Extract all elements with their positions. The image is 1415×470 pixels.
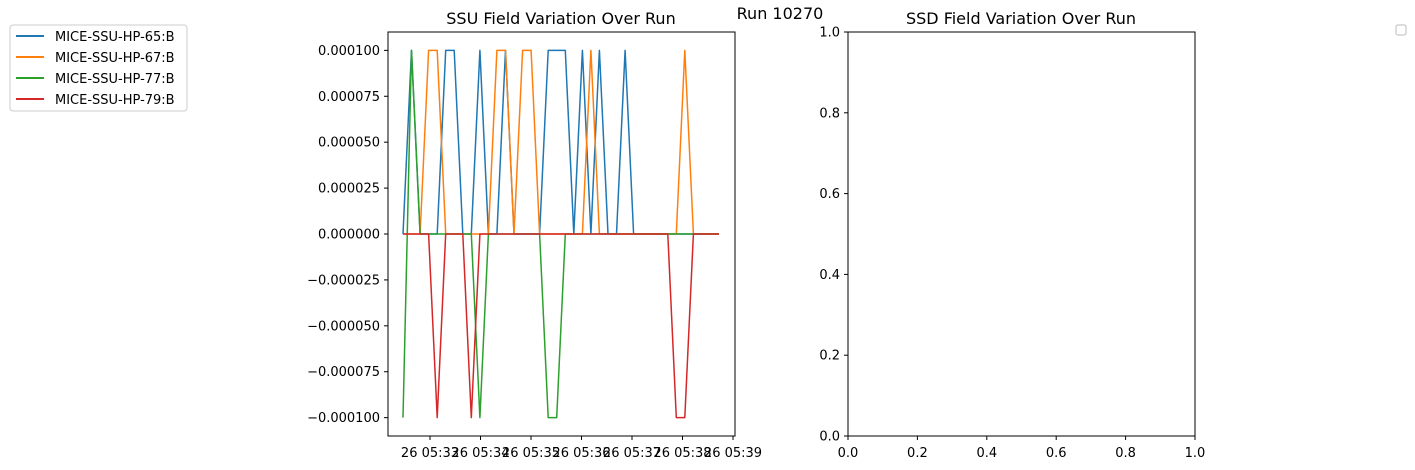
x-tick-label: 0.2 [907, 446, 928, 461]
series-line-2 [403, 49, 719, 235]
y-tick-label: 0.4 [819, 268, 840, 283]
x-tick-label: 26 05:34 [451, 446, 509, 461]
ssu-chart: SSU Field Variation Over Run 0.0001000.0… [307, 9, 762, 461]
series-line-4 [403, 233, 719, 419]
ssd-chart-frame [847, 31, 1196, 437]
legend-label: MICE-SSU-HP-67:B [55, 51, 175, 66]
y-tick-label: 0.000025 [318, 182, 380, 197]
y-tick-label: 0.000075 [318, 90, 380, 105]
x-tick-label: 26 05:39 [704, 446, 762, 461]
y-tick-label: 0.000000 [318, 228, 380, 243]
figure-suptitle: Run 10270 [737, 4, 824, 23]
x-tick-label: 0.0 [838, 446, 859, 461]
y-tick-label: 0.6 [819, 187, 840, 202]
ssu-chart-marks [402, 49, 719, 419]
ssd-chart-title: SSD Field Variation Over Run [906, 9, 1136, 28]
x-tick-label: 0.8 [1115, 446, 1136, 461]
legend-frame [9, 24, 188, 112]
ssu-chart-y-ticks: 0.000100 0.000075 0.000050 0.000025 0.000000… [307, 44, 388, 426]
legend-label: MICE-SSU-HP-79:B [55, 93, 175, 108]
x-tick-label: 26 05:37 [603, 446, 661, 461]
x-tick-label: 0.6 [1046, 446, 1067, 461]
y-tick-label: −0.000100 [307, 411, 380, 426]
y-tick-label: −0.000050 [307, 319, 380, 334]
x-tick-label: 26 05:36 [552, 446, 610, 461]
y-tick-label: 0.000050 [318, 136, 380, 151]
y-tick-label: 0.0 [819, 430, 840, 445]
x-tick-label: 1.0 [1185, 446, 1206, 461]
empty-legend-box [1395, 24, 1407, 36]
y-tick-label: 0.2 [819, 349, 840, 364]
y-tick-label: −0.000075 [307, 365, 380, 380]
x-tick-label: 26 05:33 [401, 446, 459, 461]
ssd-chart-y-ticks: 0.0 0.2 0.4 0.6 0.8 1.0 [819, 26, 848, 445]
y-tick-label: 0.000100 [318, 44, 380, 59]
x-tick-label: 26 05:38 [653, 446, 711, 461]
series-line-1 [402, 49, 719, 235]
legend-items: MICE-SSU-HP-65:B MICE-SSU-HP-67:B MICE-SSU… [16, 30, 175, 108]
y-tick-label: −0.000025 [307, 273, 380, 288]
x-tick-label: 26 05:35 [502, 446, 560, 461]
ssu-chart-title: SSU Field Variation Over Run [446, 9, 675, 28]
legend-label: MICE-SSU-HP-65:B [55, 30, 175, 45]
ssd-chart-x-ticks: 0.0 0.2 0.4 0.6 0.8 1.0 [838, 436, 1206, 461]
y-tick-label: 1.0 [819, 26, 840, 41]
ssd-chart: SSD Field Variation Over Run 0.00.20.40.… [819, 9, 1205, 461]
legend: MICE-SSU-HP-65:B MICE-SSU-HP-67:B MICE-SSU… [9, 24, 188, 112]
legend-label: MICE-SSU-HP-77:B [55, 72, 175, 87]
x-tick-label: 0.4 [976, 446, 997, 461]
y-tick-label: 0.8 [819, 106, 840, 121]
